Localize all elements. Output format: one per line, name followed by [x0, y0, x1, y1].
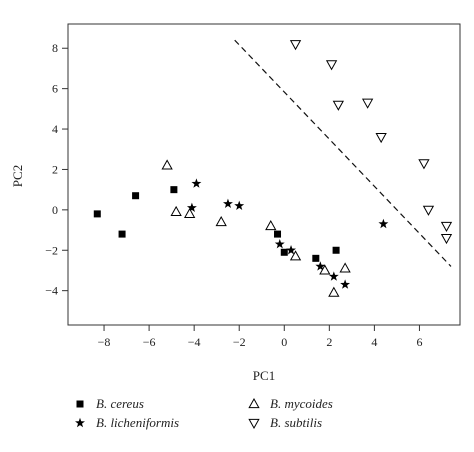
point-b-licheniformis [186, 202, 197, 213]
y-axis-title: PC2 [10, 165, 25, 187]
point-b-subtilis [418, 159, 430, 170]
point-b-subtilis [325, 60, 338, 71]
point-b-mycoides [289, 250, 302, 261]
point-b-subtilis [440, 221, 453, 233]
x-axis-title: PC1 [253, 368, 275, 383]
x-tick-label: 2 [326, 335, 332, 349]
legend: B. cereus B. licheniformis B. mycoides B. s… [75, 396, 333, 430]
legend-marker-b-subtilis [248, 418, 260, 430]
point-b-mycoides [184, 207, 196, 218]
x-axis: −8 −6 −4 −2 0 2 4 6 [98, 325, 422, 349]
point-b-licheniformis [340, 279, 351, 289]
y-tick-label: 4 [52, 122, 58, 136]
legend-marker-b-cereus [76, 400, 84, 408]
point-b-licheniformis [191, 178, 202, 188]
point-b-subtilis [289, 40, 302, 51]
point-b-licheniformis [328, 271, 339, 281]
x-tick-label: 0 [281, 335, 287, 349]
point-b-mycoides [328, 286, 340, 297]
point-b-licheniformis [286, 245, 296, 255]
x-tick-label: 4 [371, 335, 377, 349]
y-axis: −4 −2 0 2 4 6 8 [45, 41, 68, 298]
point-b-cereus [280, 248, 288, 256]
point-b-mycoides [215, 215, 227, 227]
point-b-cereus [170, 186, 178, 194]
x-tick-label: −6 [143, 335, 156, 349]
point-b-subtilis [361, 98, 374, 109]
point-b-cereus [274, 230, 282, 238]
plot-frame [67, 23, 461, 326]
point-b-cereus [118, 230, 126, 238]
point-b-licheniformis [234, 200, 245, 211]
y-tick-label: 8 [52, 41, 58, 55]
legend-marker-b-mycoides [248, 397, 260, 409]
data-points [93, 40, 453, 297]
point-b-mycoides [319, 264, 331, 275]
legend-label-b-mycoides: B. mycoides [270, 396, 333, 411]
dashed-separator-line [234, 39, 452, 267]
point-b-subtilis [332, 100, 344, 111]
point-b-cereus [332, 246, 340, 254]
point-b-subtilis [422, 205, 435, 216]
point-b-subtilis [375, 133, 387, 144]
legend-label-b-cereus: B. cereus [96, 396, 144, 411]
point-b-mycoides [265, 219, 277, 231]
y-tick-label: 0 [52, 203, 58, 217]
point-b-licheniformis [274, 238, 285, 249]
point-b-cereus [132, 192, 140, 200]
legend-label-b-licheniformis: B. licheniformis [96, 415, 179, 430]
legend-marker-b-licheniformis [75, 417, 85, 428]
point-b-subtilis [440, 234, 453, 245]
x-tick-label: −2 [233, 335, 246, 349]
x-tick-label: −4 [188, 335, 201, 349]
x-tick-label: −8 [98, 335, 111, 349]
point-b-mycoides [161, 159, 173, 170]
y-tick-label: −2 [45, 243, 58, 257]
point-b-licheniformis [378, 218, 389, 229]
x-tick-label: 6 [416, 335, 422, 349]
point-b-licheniformis [223, 198, 233, 208]
point-b-cereus [93, 210, 101, 218]
legend-label-b-subtilis: B. subtilis [270, 415, 322, 430]
y-tick-label: 2 [52, 162, 58, 176]
point-b-licheniformis [315, 261, 326, 271]
point-b-mycoides [339, 262, 351, 273]
y-tick-label: 6 [52, 82, 58, 96]
point-b-cereus [312, 254, 320, 262]
y-tick-label: −4 [45, 284, 58, 298]
point-b-mycoides [170, 205, 182, 216]
